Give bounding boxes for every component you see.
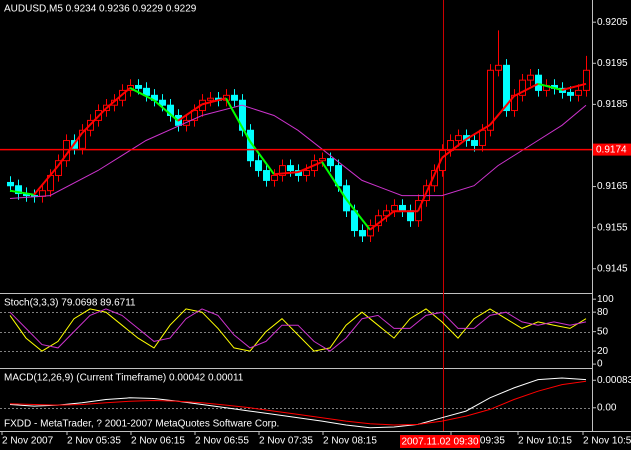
price-marker-label: 0.9174 (596, 145, 627, 156)
x-tick-label: 2 Nov 10:15 (518, 436, 572, 447)
footer: FXDD - MetaTrader, ? 2001-2007 MetaQuote… (4, 419, 279, 430)
indicator-segment (177, 103, 203, 122)
indicator-segment (153, 99, 179, 122)
candle-body (207, 97, 214, 101)
x-tick-label: 2 Nov 06:15 (131, 436, 185, 447)
x-tick-label: 2 Nov 2007 (2, 436, 54, 447)
candle-body (279, 165, 286, 176)
indicator-segment (249, 140, 275, 175)
indicator-segment (105, 87, 131, 110)
candle-body (263, 170, 270, 181)
candle-body (159, 99, 166, 106)
indicator-segment (9, 189, 35, 196)
x-tick-label: 2 Nov 07:35 (259, 436, 313, 447)
x-tick-label: 2 Nov 06:55 (195, 436, 249, 447)
candle-body (135, 84, 142, 89)
indicator-segment (201, 97, 227, 106)
candle-body (439, 149, 446, 172)
series-line (9, 308, 587, 352)
y-tick-label: 80 (597, 307, 609, 318)
panel-title: MACD(12,26,9) (Current Timeframe) 0.0004… (4, 373, 244, 384)
y-tick-label: 100 (597, 294, 614, 305)
candle-body (231, 94, 238, 101)
candle-body (359, 230, 366, 237)
indicator-segment (345, 198, 371, 231)
y-tick-label: 0.00 (597, 402, 617, 413)
indicator-segment (129, 87, 155, 102)
indicator-segment (321, 161, 347, 200)
candle-body (567, 91, 574, 96)
y-tick-label: 0.9185 (597, 99, 628, 110)
candle-body (239, 99, 246, 131)
indicator-segment (489, 95, 515, 126)
candle-body (79, 129, 86, 149)
x-tick-label: 2 Nov 05:35 (67, 436, 121, 447)
indicator-segment (441, 138, 467, 159)
candle-body (287, 165, 294, 172)
candle-body (431, 170, 438, 187)
indicator-segment (417, 157, 443, 212)
y-tick-label: 0.9195 (597, 58, 628, 69)
candle-body (271, 174, 278, 181)
candle-body (255, 160, 262, 172)
candle-body (15, 185, 22, 195)
indicator-segment (465, 124, 491, 141)
y-tick-label: 20 (597, 346, 609, 357)
candle-body (487, 69, 494, 131)
candle-body (407, 210, 414, 222)
candle-body (399, 204, 406, 212)
series-line (9, 308, 587, 352)
series-line (9, 380, 587, 426)
candle-body (527, 74, 534, 81)
candle-body (367, 225, 374, 237)
indicator-segment (273, 171, 299, 176)
series-line (9, 377, 587, 429)
indicator-segment (513, 82, 539, 98)
y-tick-label: 0 (597, 359, 603, 370)
indicator-segment (225, 97, 251, 142)
candle-body (495, 64, 502, 71)
panel-title: AUDUSD,M5 0.9234 0.9236 0.9229 0.9229 (4, 4, 197, 15)
candle-body (479, 129, 486, 146)
y-tick-label: 0.9155 (597, 222, 628, 233)
candle-body (503, 64, 510, 112)
panel-title: Stoch(3,3,3) 79.0698 89.6711 (4, 298, 136, 309)
candle-body (471, 140, 478, 146)
indicator-segment (561, 82, 587, 91)
price-marker (593, 143, 631, 156)
crosshair-time-label: 2007.11.02 09:30 (401, 437, 479, 448)
candle-body (391, 204, 398, 212)
series-line (9, 104, 587, 199)
y-tick-label: 0.00083 (597, 375, 631, 386)
x-tick-label: 2 Nov 10:55 (583, 436, 631, 447)
candle-body (535, 74, 542, 91)
y-tick-label: 0.9145 (597, 263, 628, 274)
indicator-segment (297, 160, 323, 174)
candle-body (575, 89, 582, 96)
candle-body (455, 135, 462, 142)
candle-body (319, 158, 326, 162)
indicator-segment (81, 107, 107, 134)
y-tick-label: 50 (597, 326, 609, 337)
y-tick-label: 0.9205 (597, 17, 628, 28)
candle-body (7, 181, 14, 187)
candle-body (583, 69, 590, 91)
indicator-segment (33, 165, 59, 196)
x-tick-label: 2 Nov 08:15 (323, 436, 377, 447)
crosshair-time-box (400, 435, 480, 448)
candle-body (519, 79, 526, 96)
candle-body (303, 170, 310, 176)
indicator-segment (369, 210, 395, 231)
candle-body (327, 158, 334, 167)
y-tick-label: 0.9165 (597, 181, 628, 192)
indicator-segment (537, 82, 563, 91)
